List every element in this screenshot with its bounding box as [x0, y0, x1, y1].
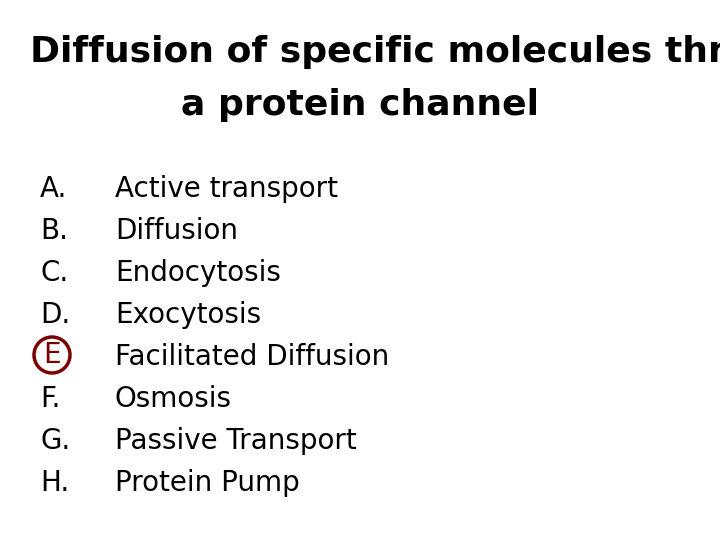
Text: Passive Transport: Passive Transport: [115, 427, 356, 455]
Text: Diffusion: Diffusion: [115, 217, 238, 245]
Text: Facilitated Diffusion: Facilitated Diffusion: [115, 343, 390, 371]
Text: a protein channel: a protein channel: [181, 88, 539, 122]
Text: C.: C.: [40, 259, 68, 287]
Text: Diffusion of specific molecules through: Diffusion of specific molecules through: [30, 35, 720, 69]
Text: Active transport: Active transport: [115, 175, 338, 203]
Text: Osmosis: Osmosis: [115, 385, 232, 413]
Text: E: E: [43, 341, 60, 369]
Text: A.: A.: [40, 175, 68, 203]
Text: D.: D.: [40, 301, 71, 329]
Text: Protein Pump: Protein Pump: [115, 469, 300, 497]
Text: Exocytosis: Exocytosis: [115, 301, 261, 329]
Text: B.: B.: [40, 217, 68, 245]
Text: G.: G.: [40, 427, 71, 455]
Text: H.: H.: [40, 469, 69, 497]
Text: Endocytosis: Endocytosis: [115, 259, 281, 287]
Text: F.: F.: [40, 385, 60, 413]
